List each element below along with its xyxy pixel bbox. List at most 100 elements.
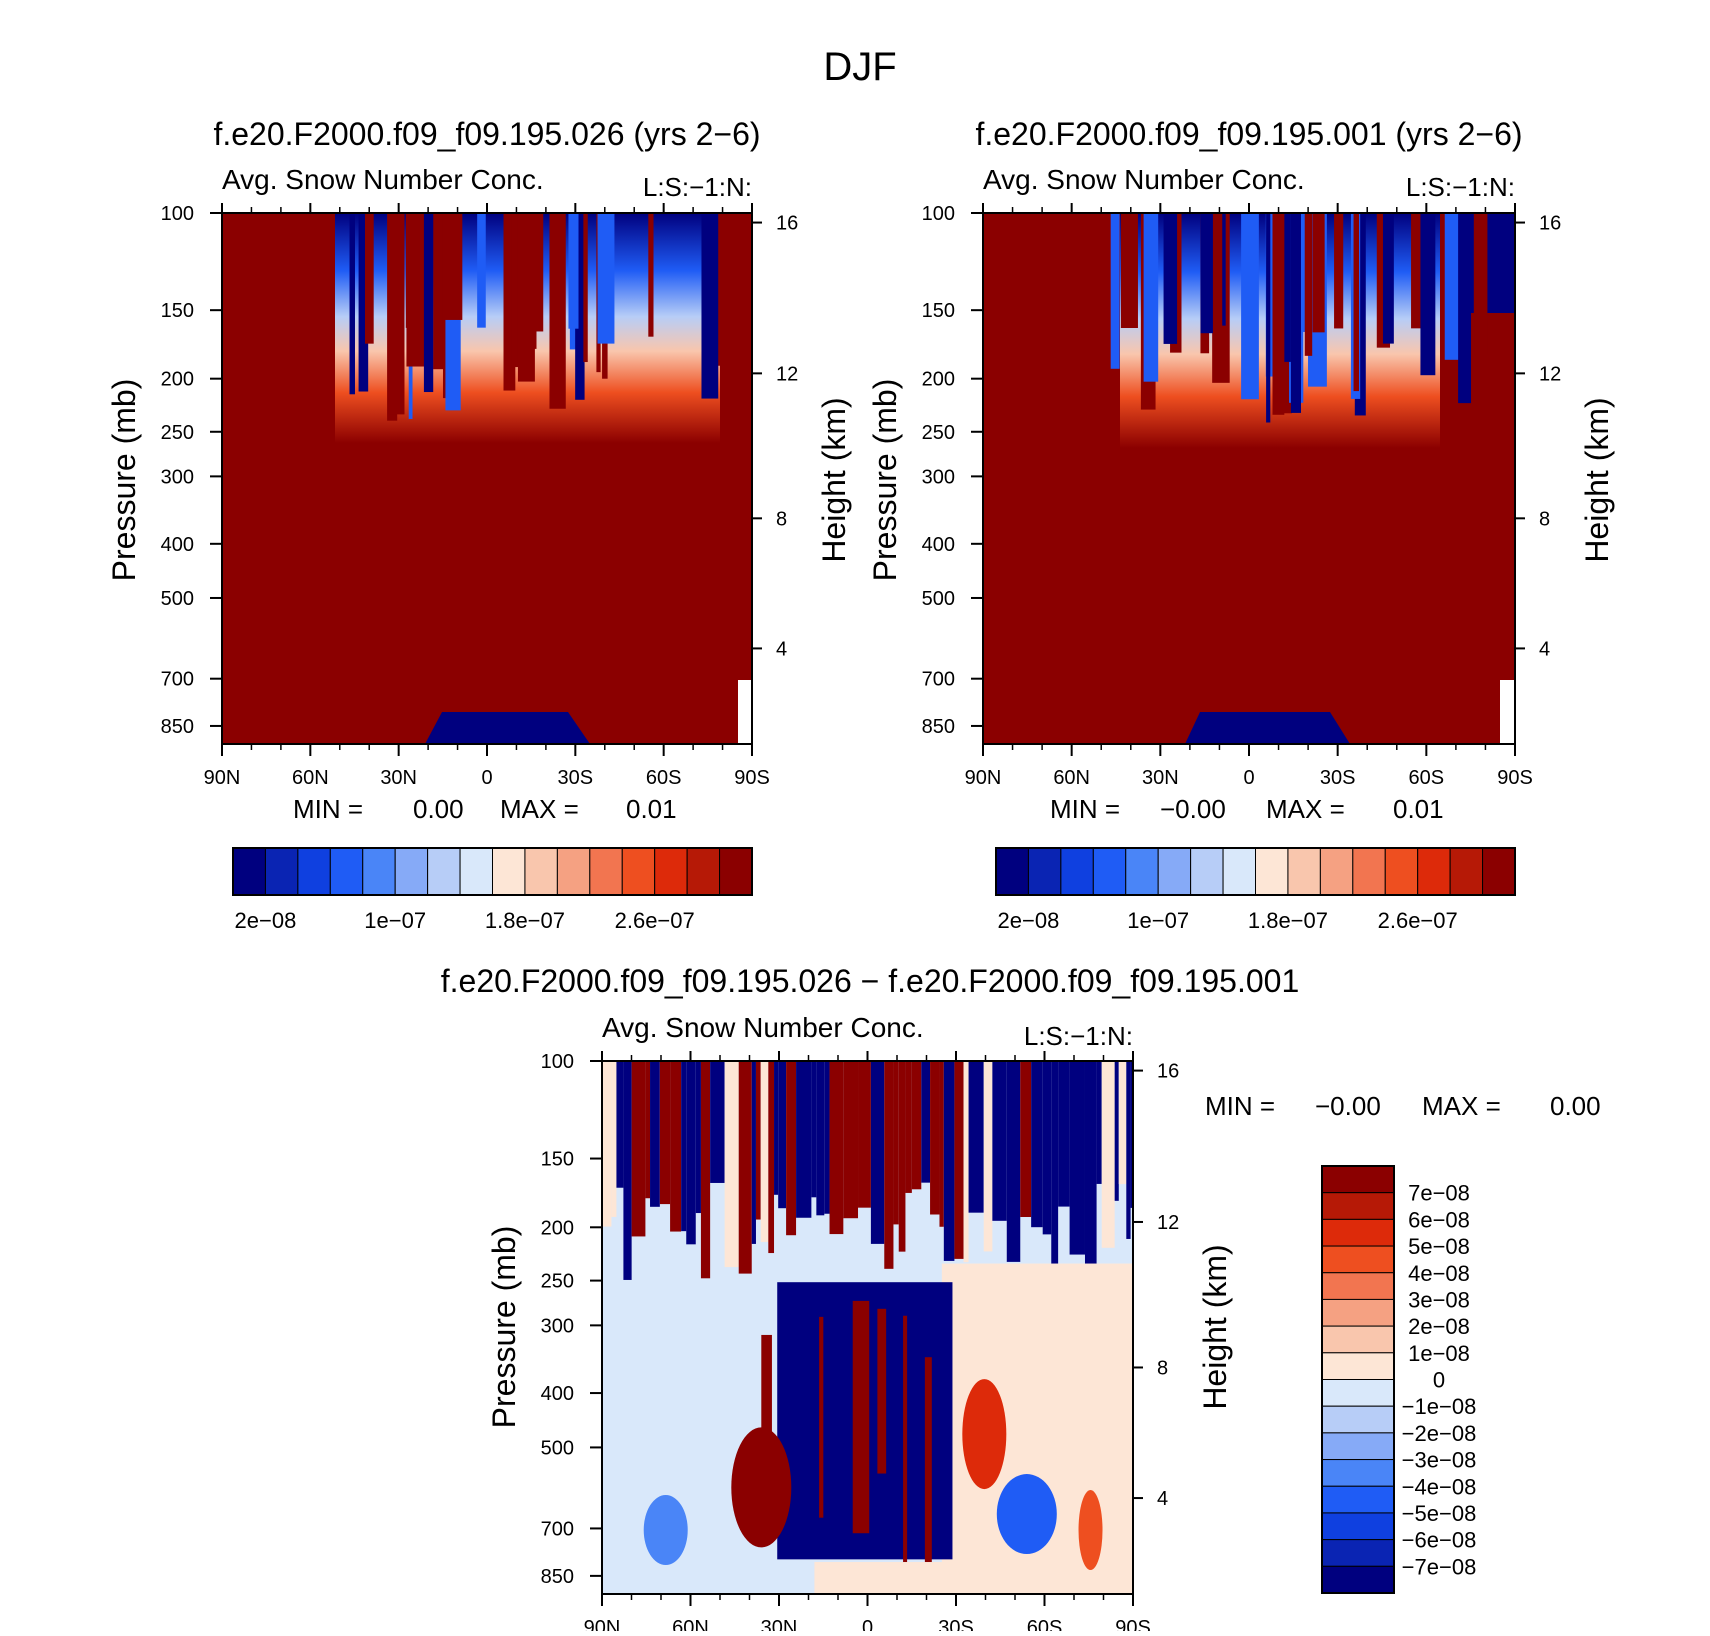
panel-c-y2label: Height (km) — [1197, 1244, 1233, 1409]
panel-a-stripe — [531, 213, 544, 332]
panel-c-colorbar-box — [1321, 1325, 1395, 1354]
panel-b-y-tick-label: 850 — [922, 716, 955, 738]
panel-a-x-tick-label: 90N — [204, 767, 241, 789]
panel-b-colorbar-box — [1157, 847, 1192, 896]
panel-c-colorbar-box — [1321, 1298, 1395, 1327]
panel-c-upper-column — [681, 1061, 687, 1232]
panel-c-y-tick-label: 400 — [541, 1383, 574, 1405]
panel-a-ylabel: Pressure (mb) — [106, 379, 142, 582]
panel-c-colorbar-box — [1321, 1485, 1395, 1514]
panel-a-min-label: MIN = — [293, 794, 363, 824]
panel-b-axes: 90N 60N 30N 0 30S 60S 90S 100 150 200 250 300 400 500… — [922, 203, 1561, 789]
panel-c-upper-column — [611, 1061, 617, 1217]
panel-c-upper-column — [760, 1061, 769, 1242]
panel-c-upper-column — [670, 1061, 682, 1232]
panel-a-x-tick-label: 60N — [292, 767, 329, 789]
panel-c-y-tick-label: 250 — [541, 1271, 574, 1293]
panel-c-y2-tick-label: 12 — [1157, 1212, 1179, 1234]
panel-c-colorbar-box — [1321, 1218, 1395, 1247]
panel-b-min-value: −0.00 — [1160, 794, 1226, 824]
panel-a-y2label: Height (km) — [816, 397, 852, 562]
panel-c-upper-column — [1031, 1061, 1043, 1228]
panel-c-colorbar-label: 5e−08 — [1408, 1234, 1470, 1259]
panel-c-colorbar-label: −1e−08 — [1402, 1394, 1477, 1419]
panel-a-stripe — [701, 213, 719, 399]
panel-a-y-tick-label: 500 — [161, 588, 194, 610]
panel-a-colorbar-box — [329, 847, 364, 896]
panel-a-y-tick-label: 300 — [161, 466, 194, 488]
panel-a-title: f.e20.F2000.f09_f09.195.026 (yrs 2−6) — [213, 116, 760, 152]
panel-c-upper-column — [824, 1061, 830, 1214]
panel-b-title: f.e20.F2000.f09_f09.195.001 (yrs 2−6) — [975, 116, 1522, 152]
panel-c-upper-column — [983, 1061, 993, 1252]
panel-b-colorbar-frame — [995, 847, 1516, 896]
panel-c-upper-column — [755, 1061, 761, 1220]
panel-a-stripe — [444, 213, 463, 320]
panel-c-upper-column — [1101, 1061, 1115, 1248]
panel-b-y2label: Height (km) — [1579, 397, 1615, 562]
panel-a-stripe — [364, 213, 374, 344]
panel-a-heatmap-field — [222, 213, 752, 744]
panel-a-y-tick-label: 200 — [161, 369, 194, 391]
panel-b-colorbar-label: 1.8e−07 — [1248, 908, 1328, 933]
panel-b-colorbar-box — [1027, 847, 1062, 896]
panel-c-upper-column — [930, 1061, 940, 1215]
panel-c-upper-column — [943, 1061, 955, 1261]
panel-c-max-value: 0.00 — [1550, 1091, 1601, 1121]
panel-c-upper-column — [1096, 1061, 1102, 1184]
panel-c-blob — [643, 1495, 688, 1566]
panel-b-colorbar-box — [1384, 847, 1419, 896]
panel-a-stripe — [349, 213, 355, 395]
panel-c-x-tick-label: 30S — [938, 1617, 974, 1631]
panel-b-stripe — [1411, 213, 1421, 329]
panel-c-upper-column — [1130, 1061, 1133, 1208]
panel-b-stripe — [1334, 213, 1344, 329]
panel-a-stripe — [477, 213, 486, 328]
panel-c-blob — [996, 1474, 1057, 1555]
panel-c-colorbar-label: 4e−08 — [1408, 1261, 1470, 1286]
panel-b-stripe — [1312, 213, 1325, 333]
panel-c-upper-column — [616, 1061, 624, 1188]
panel-c-colorbar-label: 0 — [1433, 1368, 1445, 1393]
panel-b-stripe — [1143, 213, 1159, 382]
panel-a-y-tick-label: 100 — [161, 203, 194, 225]
panel-b-colorbar-box — [1190, 847, 1224, 896]
panel-c-upper-column — [1058, 1061, 1070, 1207]
panel-c-max-label: MAX = — [1422, 1091, 1501, 1121]
panel-a-stripe — [405, 213, 410, 328]
panel-b-y-tick-label: 700 — [922, 669, 955, 691]
panel-c-upper-column — [645, 1061, 651, 1199]
panel-b-y-tick-label: 250 — [922, 422, 955, 444]
panel-a-max-value: 0.01 — [626, 794, 677, 824]
panel-a-colorbar-box — [427, 847, 461, 896]
panel-b-stripe — [1382, 213, 1394, 344]
panel-c-upper-column — [1114, 1061, 1119, 1201]
panel-a-stripe — [532, 213, 537, 349]
panel-b-stripe — [1283, 213, 1291, 362]
panel-c-y-tick-label: 150 — [541, 1149, 574, 1171]
panel-c-y-tick-label: 700 — [541, 1518, 574, 1540]
panel-b-y-tick-label: 200 — [922, 369, 955, 391]
panel-a-y-tick-label: 700 — [161, 669, 194, 691]
panel-b-stripe — [1120, 213, 1138, 329]
panel-b-colorbar-label: 1e−07 — [1127, 908, 1189, 933]
panel-c-colorbar-label: 7e−08 — [1408, 1181, 1470, 1206]
panel-c-blob — [1078, 1490, 1103, 1571]
panel-c-title: f.e20.F2000.f09_f09.195.026 − f.e20.F200… — [441, 963, 1300, 999]
panel-b-x-tick-label: 0 — [1243, 767, 1254, 789]
panel-b-y2-tick-label: 12 — [1539, 363, 1561, 385]
panel-a-stripe — [568, 213, 579, 329]
panel-c-lower-column — [852, 1300, 870, 1534]
panel-a-stripe — [503, 213, 516, 391]
panel-a-colorbar-box — [394, 847, 429, 896]
panel-c-upper-column — [796, 1061, 812, 1218]
panel-c-colorbar-label: 2e−08 — [1408, 1314, 1470, 1339]
panel-b-x-tick-label: 60N — [1053, 767, 1090, 789]
panel-b-colorbar-box — [1482, 847, 1516, 896]
panel-c-upper-column — [843, 1061, 859, 1219]
panel-a-max-label: MAX = — [500, 794, 579, 824]
panel-b-colorbar-label: 2.6e−07 — [1378, 908, 1458, 933]
panel-c-x-tick-label: 0 — [862, 1617, 873, 1631]
panel-a-x-tick-label: 30N — [380, 767, 417, 789]
panel-a-colorbar-label: 1e−07 — [364, 908, 426, 933]
